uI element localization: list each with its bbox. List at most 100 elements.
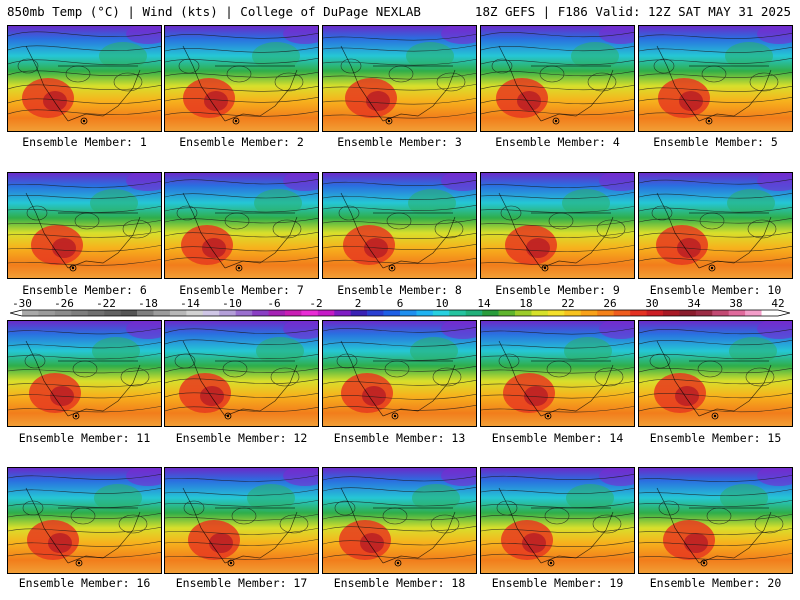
colorbar-tick-label: -26 (54, 297, 74, 310)
colorbar-swatch (268, 310, 286, 316)
ensemble-member-map (7, 467, 162, 574)
valid-time-label: 18Z GEFS | F186 Valid: 12Z SAT MAY 31 20… (474, 4, 791, 19)
ensemble-member-label: Ensemble Member: 12 (175, 431, 308, 445)
colorbar-swatch (104, 310, 121, 316)
ensemble-member-label: Ensemble Member: 11 (18, 431, 151, 445)
ensemble-member-map (322, 172, 477, 279)
colorbar-tick-label: -14 (180, 297, 200, 310)
colorbar-tick-label: 42 (771, 297, 784, 310)
ensemble-member-map (7, 25, 162, 132)
colorbar-swatch (449, 310, 467, 316)
ensemble-member-map (638, 467, 793, 574)
ensemble-member-map (322, 25, 477, 132)
colorbar-swatch (54, 310, 72, 316)
colorbar-swatch (482, 310, 499, 316)
colorbar-swatch (728, 310, 746, 316)
colorbar-swatch (630, 310, 647, 316)
ensemble-member-map (164, 172, 319, 279)
colorbar-swatch (169, 310, 187, 316)
ensemble-member-label: Ensemble Member: 13 (333, 431, 466, 445)
colorbar-swatch (432, 310, 450, 316)
colorbar-tick-label: 18 (519, 297, 532, 310)
ensemble-member-map (164, 467, 319, 574)
colorbar-swatch (284, 310, 302, 316)
colorbar-tick-label: -10 (222, 297, 242, 310)
colorbar-swatch (613, 310, 631, 316)
ensemble-member-map (638, 320, 793, 427)
colorbar-tick-label: -18 (138, 297, 158, 310)
ensemble-member-label: Ensemble Member: 5 (653, 135, 778, 149)
colorbar-swatch (580, 310, 598, 316)
ensemble-member-map (638, 25, 793, 132)
colorbar-swatch (22, 310, 39, 316)
ensemble-member-label: Ensemble Member: 14 (491, 431, 624, 445)
colorbar-swatch (547, 310, 565, 316)
ensemble-member-label: Ensemble Member: 19 (491, 576, 624, 590)
colorbar-tick-label: 26 (603, 297, 616, 310)
ensemble-member-label: Ensemble Member: 9 (495, 283, 620, 297)
ensemble-member-map (480, 467, 635, 574)
colorbar-swatch (153, 310, 171, 316)
colorbar-swatch (662, 310, 680, 316)
colorbar-swatch (745, 310, 762, 316)
colorbar-tick-label: 2 (355, 297, 362, 310)
colorbar-tick-label: 34 (687, 297, 701, 310)
ensemble-member-label: Ensemble Member: 6 (22, 283, 147, 297)
colorbar-tick-label: 10 (435, 297, 448, 310)
ensemble-member-label: Ensemble Member: 10 (649, 283, 782, 297)
chart-title: 850mb Temp (°C) | Wind (kts) | College o… (7, 4, 421, 19)
colorbar-swatch (695, 310, 713, 316)
colorbar-tick-label: 22 (561, 297, 574, 310)
colorbar-swatch (186, 310, 204, 316)
colorbar-swatch (679, 310, 697, 316)
colorbar-tick-label: -6 (267, 297, 280, 310)
colorbar-swatch (202, 310, 220, 316)
colorbar-swatch (564, 310, 582, 316)
colorbar-tick-label: 30 (645, 297, 658, 310)
ensemble-member-label: Ensemble Member: 7 (179, 283, 304, 297)
ensemble-member-map (7, 320, 162, 427)
colorbar-swatch (120, 310, 138, 316)
colorbar-swatch (71, 310, 89, 316)
ensemble-member-map (480, 172, 635, 279)
colorbar-swatch (597, 310, 614, 316)
ensemble-member-map (164, 320, 319, 427)
ensemble-member-map (480, 320, 635, 427)
colorbar-swatch (400, 310, 417, 316)
colorbar-swatch (317, 310, 335, 316)
colorbar-tick-label: -22 (96, 297, 116, 310)
colorbar-tick-label: 38 (729, 297, 742, 310)
colorbar-swatch (137, 310, 154, 316)
colorbar-swatch (515, 310, 532, 316)
ensemble-member-map (322, 320, 477, 427)
ensemble-member-map (480, 25, 635, 132)
colorbar-swatch (219, 310, 236, 316)
ensemble-member-label: Ensemble Member: 20 (649, 576, 782, 590)
colorbar-swatch (301, 310, 319, 316)
colorbar-tick-label: 6 (397, 297, 404, 310)
ensemble-member-label: Ensemble Member: 2 (179, 135, 304, 149)
colorbar-swatch (383, 310, 401, 316)
colorbar-swatch (235, 310, 253, 316)
colorbar-swatch (498, 310, 516, 316)
ensemble-member-map (164, 25, 319, 132)
colorbar-swatch (87, 310, 105, 316)
ensemble-member-label: Ensemble Member: 18 (333, 576, 466, 590)
colorbar-swatch (334, 310, 351, 316)
colorbar-tick-label: 14 (477, 297, 491, 310)
ensemble-member-label: Ensemble Member: 17 (175, 576, 308, 590)
colorbar-swatch (416, 310, 434, 316)
colorbar-swatch (367, 310, 384, 316)
colorbar-tick-label: -30 (12, 297, 32, 310)
colorbar-swatch (761, 310, 779, 316)
ensemble-member-label: Ensemble Member: 16 (18, 576, 151, 590)
temperature-colorbar: -30 -26 -22 -18 -14 -10 -6 -2 2 6 10 14 18 22 26 30 34 38… (10, 297, 790, 317)
colorbar-swatch (712, 310, 729, 316)
colorbar-swatch (252, 310, 269, 316)
ensemble-member-label: Ensemble Member: 4 (495, 135, 620, 149)
ensemble-member-map (7, 172, 162, 279)
ensemble-member-map (638, 172, 793, 279)
colorbar-swatch (465, 310, 483, 316)
colorbar-swatch (646, 310, 664, 316)
colorbar-swatch (531, 310, 549, 316)
